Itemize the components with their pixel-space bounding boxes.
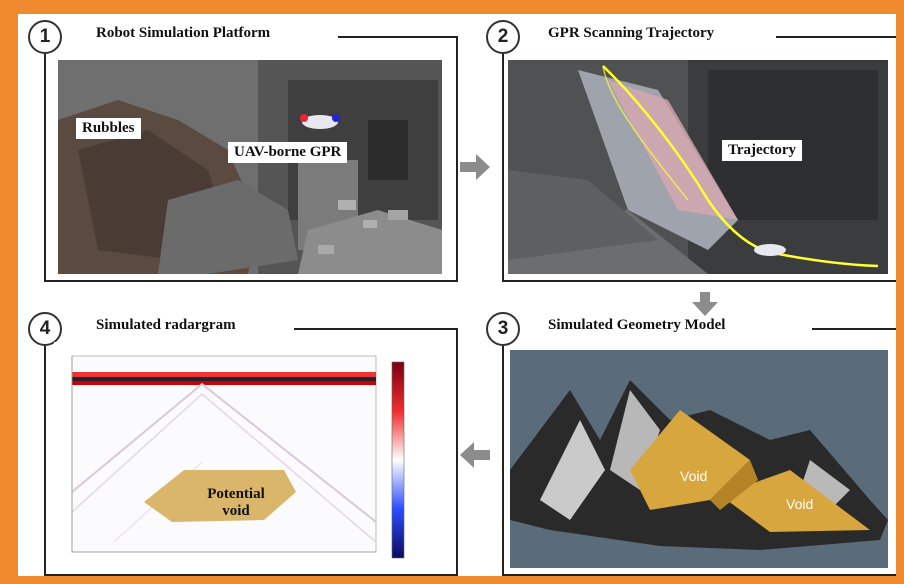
arrow-right-icon: [460, 154, 490, 180]
panel-frame: [44, 36, 458, 282]
step-number-badge: 2: [486, 20, 520, 54]
radargram-image: [54, 342, 448, 570]
figure-canvas: 1 Robot Simulation Platform: [18, 14, 896, 576]
title-rule: [338, 36, 456, 38]
panel-frame: [502, 36, 896, 282]
panel-title: GPR Scanning Trajectory: [542, 25, 721, 42]
panel-title: Simulated Geometry Model: [542, 317, 732, 334]
step-number-badge: 3: [486, 312, 520, 346]
arrow-left-icon: [460, 442, 490, 468]
label-trajectory: Trajectory: [722, 140, 803, 161]
label-potential: Potential: [207, 486, 265, 502]
arrow-down-icon: [692, 292, 718, 316]
panel-title: Simulated radargram: [90, 317, 242, 334]
panel-geometry-model: 3 Simulated Geometry Model Void Void: [476, 306, 896, 576]
step-number-badge: 4: [28, 312, 62, 346]
panel-gpr-trajectory: 2 GPR Scanning Trajectory Trajectory: [476, 14, 896, 286]
step-number-badge: 1: [28, 20, 62, 54]
title-rule: [294, 328, 456, 330]
label-void-1: Void: [680, 468, 708, 484]
label-void: void: [222, 503, 250, 519]
title-rule: [812, 328, 896, 330]
label-void-2: Void: [786, 496, 814, 512]
panel-frame: [502, 328, 896, 576]
panel-simulated-radargram: 4 Simulated radargram: [18, 306, 458, 576]
title-rule: [776, 36, 896, 38]
trajectory-render-image: [508, 60, 888, 274]
label-uav-gpr: UAV-borne GPR: [228, 142, 348, 163]
panel-title: Robot Simulation Platform: [90, 25, 277, 42]
panel-frame: [44, 328, 458, 576]
label-potential-void: Potential void: [194, 486, 278, 520]
panel-robot-simulation: 1 Robot Simulation Platform: [18, 14, 458, 286]
label-rubbles: Rubbles: [76, 118, 141, 139]
simulation-render-image: [58, 60, 442, 274]
geometry-model-image: [510, 350, 888, 568]
